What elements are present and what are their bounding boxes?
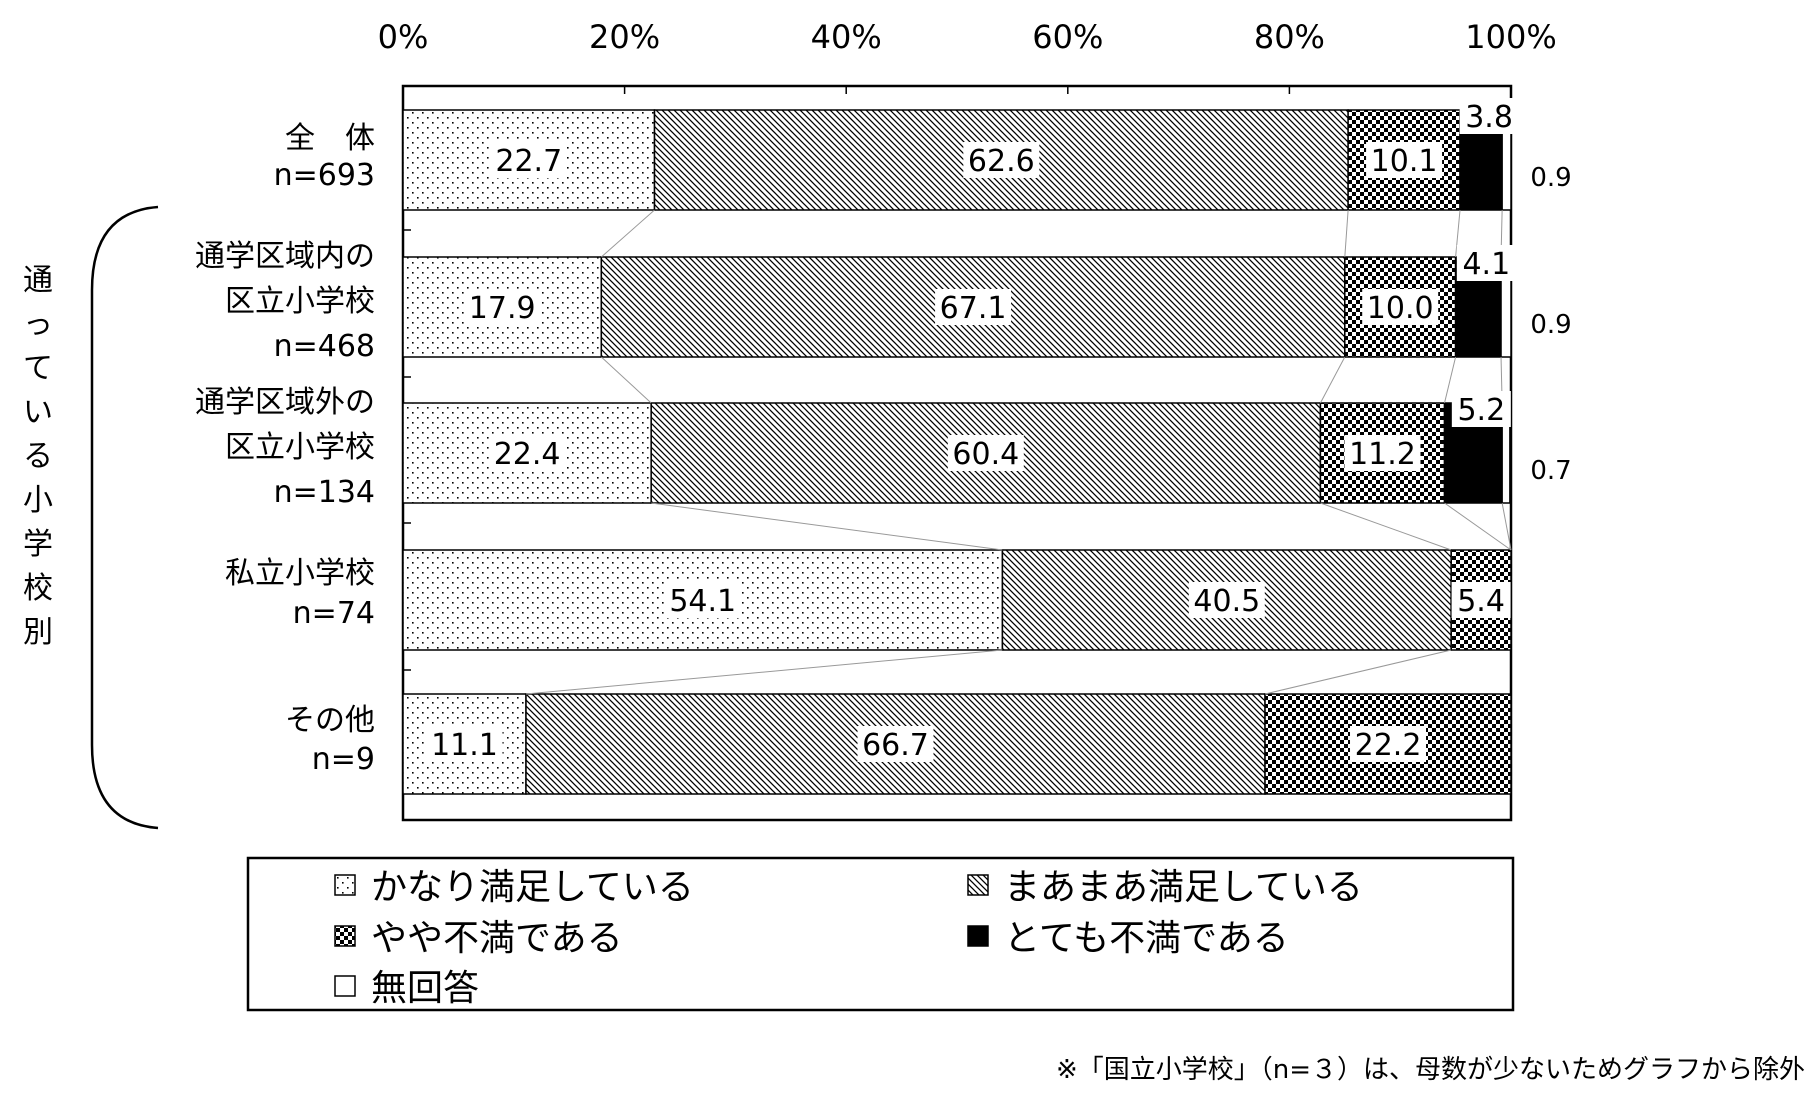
row-label: その他: [285, 703, 375, 738]
legend-swatch: [967, 925, 989, 947]
value-label-bg: [1344, 435, 1421, 471]
connector-line: [1344, 209, 1349, 258]
x-tick-label: 100%: [1465, 18, 1556, 56]
value-label: 5.4: [1457, 584, 1505, 619]
value-label-bg: [1459, 98, 1519, 134]
value-label: 62.6: [968, 144, 1035, 179]
group-label-char: 校: [23, 571, 53, 606]
value-label-bg: [664, 582, 741, 618]
row-label: 全 体: [285, 121, 375, 156]
value-label: 0.9: [1530, 163, 1571, 193]
legend-label: とても不満である: [1004, 918, 1289, 959]
value-label: 67.1: [940, 291, 1007, 326]
value-label: 0.9: [1530, 310, 1571, 340]
legend-label: まあまあ満足している: [1004, 867, 1363, 908]
legend-swatch: [334, 925, 356, 947]
row-label: 通学区域内の: [195, 239, 375, 274]
value-label-bg: [1362, 289, 1439, 325]
legend-label: やや不満である: [371, 918, 623, 959]
value-label-bg: [490, 142, 567, 178]
row-n-label: n=468: [274, 329, 375, 364]
value-label: 66.7: [862, 728, 929, 763]
value-label-bg: [947, 435, 1024, 471]
value-label-bg: [935, 289, 1012, 325]
legend-swatch: [334, 975, 356, 997]
value-label-bg: [1451, 391, 1511, 427]
x-tick-label: 60%: [1032, 18, 1103, 56]
connector-line: [1320, 502, 1452, 551]
value-label: 5.2: [1457, 393, 1505, 428]
value-label-bg: [1451, 582, 1511, 618]
x-tick-label: 0%: [378, 18, 429, 56]
row-label: 区立小学校: [225, 430, 375, 465]
value-label-bg: [857, 726, 934, 762]
connector-line: [600, 356, 652, 404]
connector-line: [1264, 649, 1452, 695]
value-label: 11.2: [1349, 437, 1416, 472]
row-label: 通学区域外の: [195, 385, 375, 420]
row-n-label: n=693: [274, 158, 375, 193]
legend-box: [246, 856, 1515, 1012]
connector-line: [651, 502, 1003, 551]
row-n-label: n=9: [312, 742, 375, 777]
value-label-bg: [464, 289, 541, 325]
connector-line: [1455, 209, 1461, 258]
row-n-label: n=134: [274, 475, 375, 510]
group-label-char: 別: [23, 615, 53, 650]
connector-line: [1444, 356, 1457, 404]
value-label-bg: [963, 142, 1040, 178]
row-n-label: n=74: [293, 596, 375, 631]
value-label: 60.4: [952, 437, 1019, 472]
group-label-char: 通: [23, 263, 53, 298]
value-label: 11.1: [431, 728, 498, 763]
value-label: 3.8: [1465, 100, 1513, 135]
value-label-bg: [489, 435, 566, 471]
row-label: 私立小学校: [225, 556, 375, 591]
group-label-char: っ: [23, 307, 53, 342]
group-label-char: る: [23, 439, 53, 474]
value-label: 0.7: [1530, 456, 1571, 486]
group-bracket: [90, 205, 159, 830]
x-tick-label: 40%: [811, 18, 882, 56]
legend-label: 無回答: [371, 968, 479, 1009]
value-label: 17.9: [469, 291, 536, 326]
value-label: 10.1: [1371, 144, 1438, 179]
bar-segment: [402, 402, 652, 504]
connector-line: [1319, 356, 1346, 404]
value-label: 22.2: [1355, 728, 1422, 763]
value-label: 22.7: [495, 144, 562, 179]
legend-swatch: [334, 874, 356, 896]
connector-line: [1501, 502, 1512, 551]
value-label-bg: [1188, 582, 1265, 618]
legend-label: かなり満足している: [371, 867, 694, 908]
value-label: 10.0: [1367, 291, 1434, 326]
value-label-bg: [1456, 245, 1516, 281]
x-tick-label: 20%: [589, 18, 660, 56]
footnote: ※「国立小学校」（n=３）は、母数が少ないためグラフから除外: [1056, 1055, 1805, 1085]
group-label-char: て: [23, 351, 53, 386]
value-label-bg: [1366, 142, 1443, 178]
connector-line: [601, 209, 655, 258]
value-label: 22.4: [494, 437, 561, 472]
row-label: 区立小学校: [225, 284, 375, 319]
value-label: 54.1: [669, 584, 736, 619]
connector-line: [525, 649, 1003, 695]
group-label-char: い: [23, 395, 53, 430]
connector-line: [1444, 502, 1512, 551]
legend-swatch: [967, 874, 989, 896]
value-label-bg: [426, 726, 503, 762]
value-label: 40.5: [1193, 584, 1260, 619]
x-tick-label: 80%: [1254, 18, 1325, 56]
group-label-char: 小: [23, 483, 53, 518]
value-label: 4.1: [1462, 247, 1510, 282]
group-label-char: 学: [23, 527, 53, 562]
value-label-bg: [1350, 726, 1427, 762]
